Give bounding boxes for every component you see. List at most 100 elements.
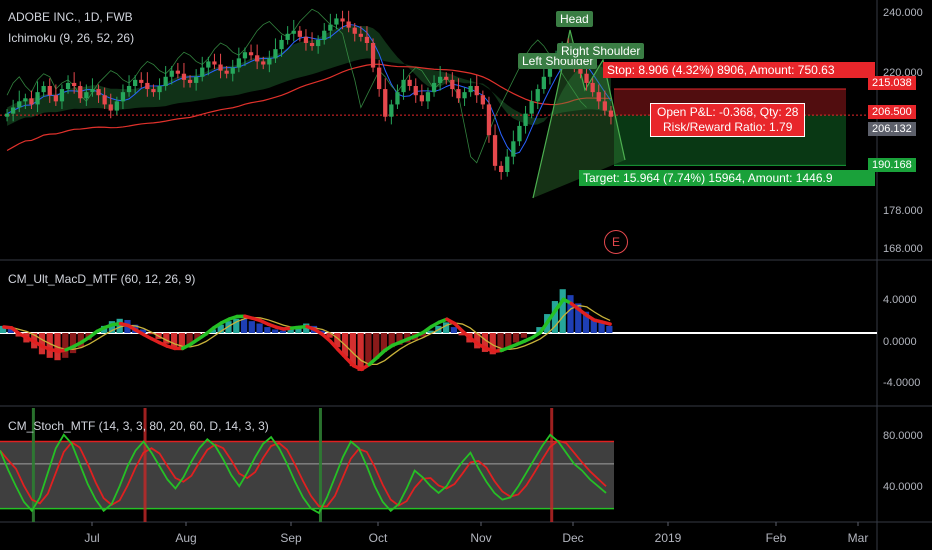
candle-body — [547, 64, 553, 77]
candle-body — [364, 36, 370, 43]
candle — [456, 78, 461, 103]
candle-body — [102, 95, 107, 105]
candle — [608, 105, 614, 125]
candle — [419, 84, 424, 106]
macd-histogram-bar — [458, 333, 465, 336]
macd-histogram-bar — [450, 327, 458, 333]
candle — [340, 10, 345, 30]
macd-histogram-bar — [264, 327, 271, 333]
candle-body — [608, 110, 614, 117]
candle — [462, 87, 467, 106]
head-label[interactable]: Head — [556, 11, 593, 27]
candle-body — [535, 89, 540, 102]
candle — [47, 78, 52, 103]
candle-body — [242, 52, 248, 59]
macd-histogram-bar — [575, 303, 582, 333]
candle-body — [334, 18, 339, 25]
candle — [218, 53, 223, 79]
candle-body — [200, 67, 205, 77]
candle — [425, 87, 431, 110]
candle-body — [505, 156, 510, 172]
macd-histogram-bar — [163, 333, 170, 344]
macd-legend[interactable]: CM_Ult_MacD_MTF (60, 12, 26, 9) — [8, 272, 196, 286]
macd-line-segment — [328, 339, 340, 352]
candle-body — [413, 86, 418, 96]
macd-histogram-bar — [427, 330, 434, 333]
stoch-tick-label: 80.0000 — [883, 430, 923, 442]
macd-histogram-bar — [217, 324, 224, 333]
macd-line-segment — [336, 347, 348, 360]
candle — [389, 99, 394, 125]
candle — [169, 66, 174, 85]
candle-body — [90, 89, 95, 93]
candle — [535, 84, 540, 110]
candle-body — [395, 92, 400, 105]
x-tick-label: 2019 — [655, 531, 682, 545]
candle-body — [23, 98, 28, 102]
macd-histogram-bar — [536, 327, 543, 333]
candle-body — [236, 58, 241, 68]
candle-body — [273, 49, 278, 59]
candle — [151, 84, 156, 97]
candle-body — [492, 135, 498, 166]
candle-body — [261, 61, 266, 65]
candle-body — [303, 36, 309, 43]
candle — [35, 81, 40, 113]
candle-body — [285, 33, 290, 40]
symbol-title[interactable]: ADOBE INC., 1D, FWB — [8, 10, 133, 24]
tenkan-line — [6, 24, 612, 155]
x-tick-label: Feb — [766, 531, 787, 545]
candle-body — [590, 82, 595, 93]
candle-body — [309, 43, 315, 47]
pnl-box[interactable]: Open P&L: -0.368, Qty: 28 Risk/Reward Ra… — [650, 103, 806, 137]
macd-histogram-bar — [318, 330, 325, 333]
macd-histogram-bar — [62, 333, 69, 358]
candle-body — [480, 95, 485, 105]
macd-histogram-bar — [256, 323, 263, 333]
candle — [297, 26, 302, 42]
candle-body — [523, 113, 528, 126]
candle-body — [316, 39, 321, 47]
candle-body — [596, 92, 601, 102]
candle — [511, 130, 516, 165]
stoch-pane — [0, 408, 614, 522]
ichimoku-legend[interactable]: Ichimoku (9, 26, 52, 26) — [8, 31, 135, 45]
candle-body — [578, 64, 583, 74]
candle-body — [444, 76, 449, 80]
candle-body — [468, 86, 473, 93]
candle — [492, 124, 498, 171]
macd-histogram-bar — [233, 318, 240, 333]
macd-histogram-bar — [380, 333, 388, 352]
macd-pane — [0, 289, 877, 372]
candle-body — [65, 82, 71, 90]
target-label[interactable]: Target: 15.964 (7.74%) 15964, Amount: 14… — [579, 170, 875, 186]
macd-histogram-bar — [46, 333, 53, 358]
candle-body — [187, 79, 193, 83]
candle-body — [358, 33, 363, 37]
candle-body — [602, 101, 607, 111]
earnings-marker[interactable]: E — [604, 230, 628, 254]
candle-body — [78, 86, 83, 99]
candle-body — [383, 89, 388, 117]
x-tick-label: Sep — [280, 531, 302, 545]
stop-label[interactable]: Stop: 8.906 (4.32%) 8906, Amount: 750.63 — [603, 62, 875, 78]
candle — [261, 56, 266, 70]
macd-histogram-bar — [419, 333, 426, 337]
candle — [4, 109, 10, 122]
candle-body — [41, 86, 46, 93]
candle — [175, 62, 180, 79]
right-shoulder-label[interactable]: Right Shoulder — [557, 43, 645, 59]
candle-body — [4, 113, 10, 117]
candle — [596, 84, 601, 110]
candle-body — [120, 92, 126, 102]
candle-body — [370, 43, 376, 68]
candle-body — [279, 39, 284, 50]
macd-histogram-bar — [388, 333, 395, 348]
candle — [364, 26, 370, 51]
candle-body — [175, 70, 180, 74]
stoch-legend[interactable]: CM_Stoch_MTF (14, 3, 3, 80, 20, 60, D, 1… — [8, 419, 269, 433]
macd-histogram-bar — [248, 321, 255, 333]
candle-body — [486, 104, 492, 136]
candle-body — [425, 92, 431, 102]
